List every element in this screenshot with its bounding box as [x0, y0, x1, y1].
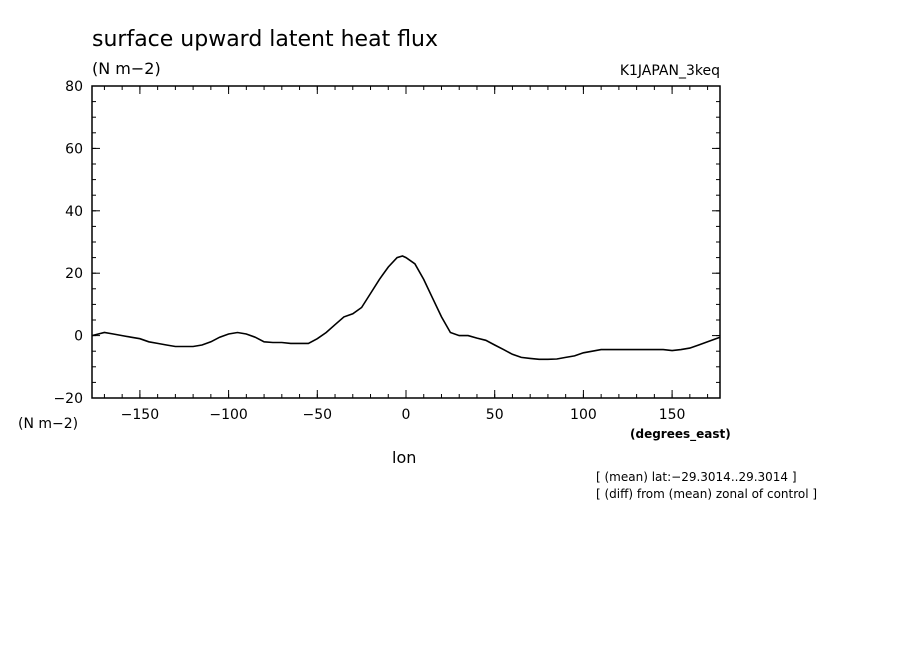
chart-title: surface upward latent heat flux	[92, 27, 438, 52]
x-tick-label: 150	[659, 407, 686, 423]
plot-frame	[91, 85, 721, 399]
x-tick-label: 0	[402, 407, 411, 423]
annotation-diff: [ (diff) from (mean) zonal of control ]	[596, 487, 817, 501]
y-unit-bottom: (N m−2)	[18, 416, 78, 432]
series-line	[91, 255, 721, 361]
axis-ticks	[92, 85, 720, 399]
x-tick-label: 50	[486, 407, 504, 423]
y-tick-label: 60	[65, 141, 83, 157]
y-unit-top: (N m−2)	[92, 59, 161, 78]
x-unit-label: (degrees_east)	[630, 427, 731, 442]
x-axis-label: lon	[392, 448, 416, 467]
x-tick-label: −50	[303, 407, 333, 423]
y-tick-label: 20	[65, 266, 83, 282]
y-tick-label: −20	[53, 391, 83, 407]
x-tick-label: 100	[570, 407, 597, 423]
y-tick-label: 40	[65, 204, 83, 220]
x-tick-label: −150	[121, 407, 159, 423]
y-tick-label: 0	[74, 329, 83, 345]
experiment-label: K1JAPAN_3keq	[620, 63, 720, 79]
y-tick-labels: −20 0 20 40 60 80	[53, 79, 83, 407]
annotation-lat-range: [ (mean) lat:−29.3014..29.3014 ]	[596, 470, 797, 484]
x-tick-labels: −150 −100 −50 0 50 100 150	[121, 407, 686, 423]
x-tick-label: −100	[209, 407, 247, 423]
y-tick-label: 80	[65, 79, 83, 95]
